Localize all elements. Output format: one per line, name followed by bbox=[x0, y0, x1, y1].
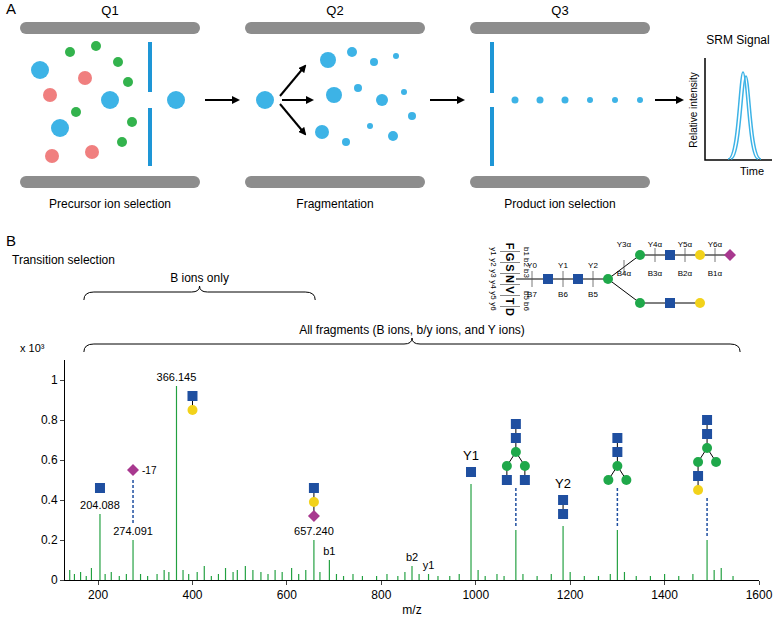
svg-text:Precursor ion selection: Precursor ion selection bbox=[49, 197, 171, 211]
svg-text:Y4α: Y4α bbox=[648, 240, 663, 249]
svg-text:B2α: B2α bbox=[678, 269, 693, 278]
svg-text:800: 800 bbox=[371, 588, 391, 602]
svg-text:y6: y6 bbox=[489, 302, 498, 311]
svg-text:m/z: m/z bbox=[402, 603, 421, 617]
svg-text:y2: y2 bbox=[489, 258, 498, 267]
svg-text:Q2: Q2 bbox=[326, 3, 343, 18]
svg-text:400: 400 bbox=[182, 588, 202, 602]
svg-text:0.8: 0.8 bbox=[41, 413, 58, 427]
svg-text:N: N bbox=[504, 275, 516, 283]
svg-text:Y2: Y2 bbox=[555, 476, 571, 491]
svg-text:1200: 1200 bbox=[557, 588, 584, 602]
svg-text:1400: 1400 bbox=[651, 588, 678, 602]
svg-text:0.2: 0.2 bbox=[41, 533, 58, 547]
svg-text:Y1: Y1 bbox=[463, 448, 479, 463]
svg-text:D: D bbox=[504, 308, 516, 316]
svg-text:Product ion selection: Product ion selection bbox=[504, 197, 615, 211]
svg-text:204.088: 204.088 bbox=[80, 499, 120, 511]
svg-text:B ions only: B ions only bbox=[170, 271, 229, 285]
svg-text:B1α: B1α bbox=[708, 269, 723, 278]
svg-text:Y0: Y0 bbox=[527, 261, 537, 270]
svg-text:b2: b2 bbox=[522, 258, 531, 267]
svg-text:0.4: 0.4 bbox=[41, 493, 58, 507]
svg-text:Transition selection: Transition selection bbox=[12, 253, 115, 267]
svg-text:1600: 1600 bbox=[746, 588, 773, 602]
svg-text:y1: y1 bbox=[423, 559, 435, 571]
svg-text:0.6: 0.6 bbox=[41, 453, 58, 467]
svg-text:b1: b1 bbox=[323, 545, 335, 557]
svg-text:B3α: B3α bbox=[648, 269, 663, 278]
svg-text:1: 1 bbox=[51, 373, 58, 387]
svg-text:600: 600 bbox=[277, 588, 297, 602]
svg-text:Q3: Q3 bbox=[551, 3, 568, 18]
svg-text:b2: b2 bbox=[406, 551, 418, 563]
svg-text:B4α: B4α bbox=[617, 269, 632, 278]
svg-text:b5: b5 bbox=[522, 291, 531, 300]
svg-text:Relative intensity: Relative intensity bbox=[688, 72, 699, 148]
svg-text:Fragmentation: Fragmentation bbox=[296, 197, 373, 211]
svg-text:b3: b3 bbox=[522, 269, 531, 278]
svg-text:Y3α: Y3α bbox=[617, 240, 632, 249]
svg-text:366.145: 366.145 bbox=[157, 371, 197, 383]
svg-text:b1: b1 bbox=[522, 247, 531, 256]
svg-text:0: 0 bbox=[51, 573, 58, 587]
svg-text:y4: y4 bbox=[489, 280, 498, 289]
svg-text:x 10³: x 10³ bbox=[20, 342, 45, 354]
svg-text:274.091: 274.091 bbox=[113, 525, 153, 537]
svg-text:Q1: Q1 bbox=[101, 3, 118, 18]
svg-text:A: A bbox=[6, 0, 16, 17]
svg-text:B6: B6 bbox=[558, 290, 568, 299]
svg-text:V: V bbox=[504, 286, 516, 294]
svg-text:Time: Time bbox=[740, 165, 764, 177]
svg-text:S: S bbox=[504, 264, 516, 271]
svg-text:B: B bbox=[6, 232, 16, 249]
svg-text:y1: y1 bbox=[489, 247, 498, 256]
svg-text:G: G bbox=[504, 253, 516, 262]
svg-text:B5: B5 bbox=[588, 290, 598, 299]
svg-text:Y1: Y1 bbox=[558, 261, 568, 270]
svg-text:Y2: Y2 bbox=[588, 261, 598, 270]
svg-text:F: F bbox=[504, 243, 516, 250]
svg-text:657.240: 657.240 bbox=[294, 525, 334, 537]
svg-text:Y5α: Y5α bbox=[678, 240, 693, 249]
svg-text:200: 200 bbox=[88, 588, 108, 602]
svg-text:B7: B7 bbox=[527, 290, 537, 299]
svg-text:SRM Signal: SRM Signal bbox=[706, 33, 769, 47]
svg-text:Y6α: Y6α bbox=[708, 240, 723, 249]
svg-text:All fragments (B ions, b/y ion: All fragments (B ions, b/y ions, and Y i… bbox=[299, 323, 525, 337]
svg-text:-17: -17 bbox=[142, 465, 157, 476]
svg-text:y5: y5 bbox=[489, 291, 498, 300]
svg-text:b6: b6 bbox=[522, 302, 531, 311]
svg-text:y3: y3 bbox=[489, 269, 498, 278]
svg-text:1000: 1000 bbox=[462, 588, 489, 602]
svg-text:T: T bbox=[504, 298, 516, 305]
